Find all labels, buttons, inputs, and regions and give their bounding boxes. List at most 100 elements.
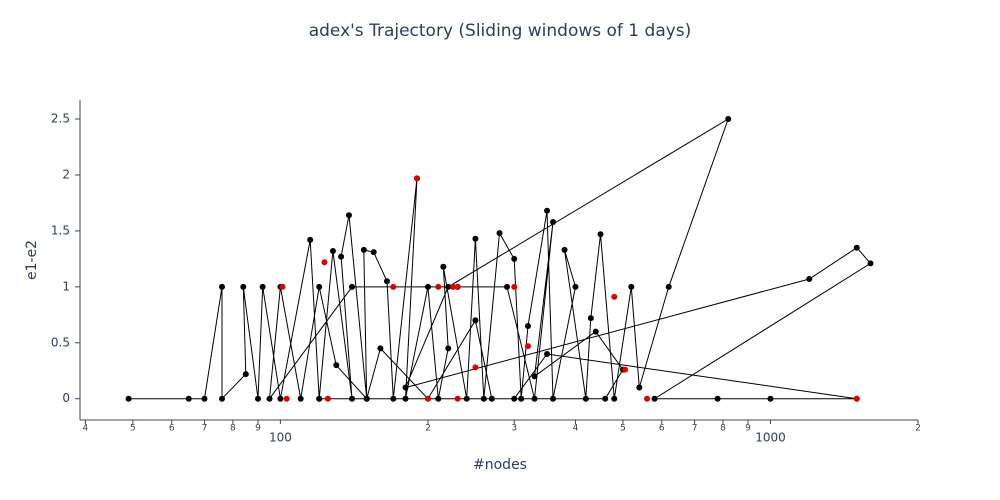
x-tick-label: 8	[720, 424, 726, 434]
x-tick-label: 8	[230, 424, 236, 434]
point	[454, 395, 461, 402]
point	[345, 212, 352, 219]
point	[767, 395, 774, 402]
point	[377, 345, 384, 352]
point	[440, 263, 447, 270]
point	[390, 395, 397, 402]
point	[402, 395, 409, 402]
point	[424, 283, 431, 290]
x-tick-label: 9	[255, 424, 261, 434]
x-tick-label: 4	[83, 424, 89, 434]
point	[572, 283, 579, 290]
y-tick-label: 1.5	[51, 223, 70, 237]
point	[504, 283, 511, 290]
point	[242, 371, 249, 378]
point	[544, 350, 551, 357]
y-tick-label: 2	[62, 167, 70, 181]
x-tick-label: 7	[692, 424, 698, 434]
point	[597, 231, 604, 238]
plot-area: 0 0.5 1 1.5 2 2.5 4 5 6 7 8 9 100 2 3 4 5 6 7 8 9 1000 2	[51, 100, 921, 445]
point	[511, 255, 518, 262]
point	[283, 395, 290, 402]
point	[240, 283, 247, 290]
y-axis-title: e1-e2	[24, 240, 40, 280]
x-tick-label: 4	[573, 424, 579, 434]
point	[360, 246, 367, 253]
chart-title: adex's Trajectory (Sliding windows of 1 …	[309, 21, 692, 41]
x-tick-label: 6	[659, 424, 665, 434]
point	[329, 248, 336, 255]
point	[592, 328, 599, 335]
point	[218, 395, 225, 402]
point	[277, 395, 284, 402]
point	[628, 283, 635, 290]
point	[463, 395, 470, 402]
point	[307, 236, 314, 243]
point	[370, 249, 377, 256]
point	[333, 362, 340, 369]
point	[488, 395, 495, 402]
x-axis-title: #nodes	[473, 457, 527, 473]
x-tick-label: 2	[915, 424, 921, 434]
point	[445, 345, 452, 352]
point	[714, 395, 721, 402]
point	[445, 283, 452, 290]
point	[853, 244, 860, 251]
point	[424, 395, 431, 402]
point	[218, 283, 225, 290]
point	[561, 246, 568, 253]
point	[402, 384, 409, 391]
x-tick-label: 100	[269, 431, 292, 445]
point	[259, 283, 266, 290]
point	[254, 395, 261, 402]
point	[550, 218, 557, 225]
point	[582, 395, 589, 402]
x-tick-label: 1000	[755, 431, 786, 445]
point	[550, 395, 557, 402]
point	[349, 283, 356, 290]
point	[297, 395, 304, 402]
point	[472, 235, 479, 242]
point	[531, 373, 538, 380]
point	[185, 395, 192, 402]
x-tick-label: 5	[620, 424, 626, 434]
x-tick-label: 3	[511, 424, 517, 434]
point	[390, 283, 397, 290]
point	[587, 315, 594, 322]
point	[454, 283, 461, 290]
point	[518, 395, 525, 402]
point	[644, 395, 651, 402]
point	[324, 395, 331, 402]
point	[867, 260, 874, 267]
point	[435, 283, 442, 290]
point	[125, 395, 132, 402]
point	[524, 343, 531, 350]
point	[383, 278, 390, 285]
x-tick-label: 9	[745, 424, 751, 434]
point	[363, 395, 370, 402]
point	[321, 259, 328, 266]
point	[544, 207, 551, 214]
point	[480, 395, 487, 402]
y-tick-label: 1	[62, 279, 70, 293]
point	[725, 116, 732, 123]
point	[622, 366, 629, 373]
point	[496, 230, 503, 237]
trajectory-line	[128, 117, 872, 401]
point	[472, 317, 479, 324]
y-tick-label: 2.5	[51, 112, 70, 126]
point	[611, 293, 618, 300]
x-tick-label: 6	[169, 424, 175, 434]
point	[524, 323, 531, 330]
point	[611, 395, 618, 402]
point	[806, 276, 813, 283]
point	[279, 283, 286, 290]
point	[316, 395, 323, 402]
y-tick-label: 0.5	[51, 335, 70, 349]
x-tick-label: 7	[202, 424, 208, 434]
point	[316, 283, 323, 290]
point	[602, 395, 609, 402]
point	[201, 395, 208, 402]
point	[266, 395, 273, 402]
